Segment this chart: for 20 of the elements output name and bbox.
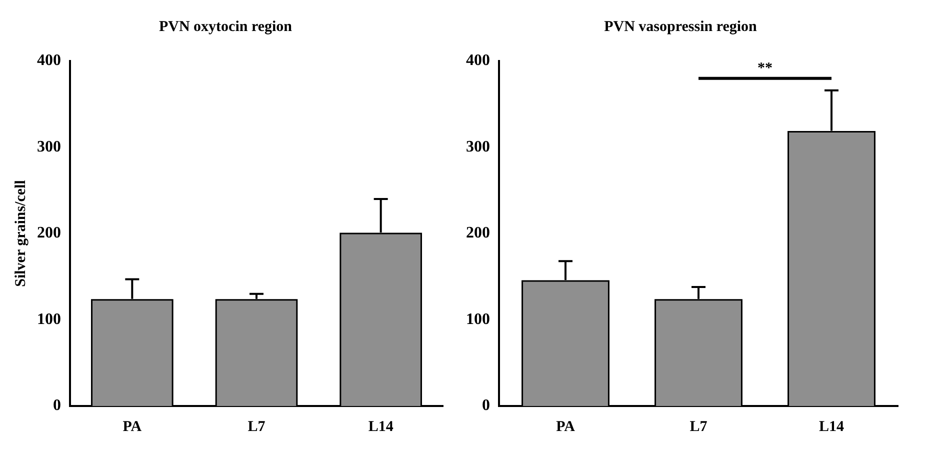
y-tick-label: 200 bbox=[466, 224, 490, 242]
y-axis-title: Silver grains/cell bbox=[12, 180, 29, 287]
x-tick-label: L14 bbox=[818, 418, 844, 435]
y-tick-label: 100 bbox=[466, 310, 490, 328]
chart-title: PVN oxytocin region bbox=[158, 18, 293, 35]
y-tick-label: 300 bbox=[37, 138, 61, 156]
x-tick-label: L14 bbox=[368, 418, 394, 435]
x-tick-label: PA bbox=[556, 418, 576, 435]
x-tick-label: PA bbox=[122, 418, 142, 435]
y-tick-label: 300 bbox=[466, 138, 490, 156]
y-tick-label: 0 bbox=[53, 397, 61, 414]
y-tick-label: 0 bbox=[482, 397, 490, 414]
x-tick-label: L7 bbox=[248, 418, 266, 435]
y-tick-label: 400 bbox=[466, 52, 490, 70]
y-tick-label: 200 bbox=[37, 224, 61, 242]
y-tick-label: 400 bbox=[37, 52, 61, 70]
chart-title: PVN vasopressin region bbox=[604, 18, 758, 35]
annotation: ** bbox=[758, 60, 772, 77]
x-tick-label: L7 bbox=[690, 418, 708, 435]
y-tick-label: 100 bbox=[37, 310, 61, 328]
